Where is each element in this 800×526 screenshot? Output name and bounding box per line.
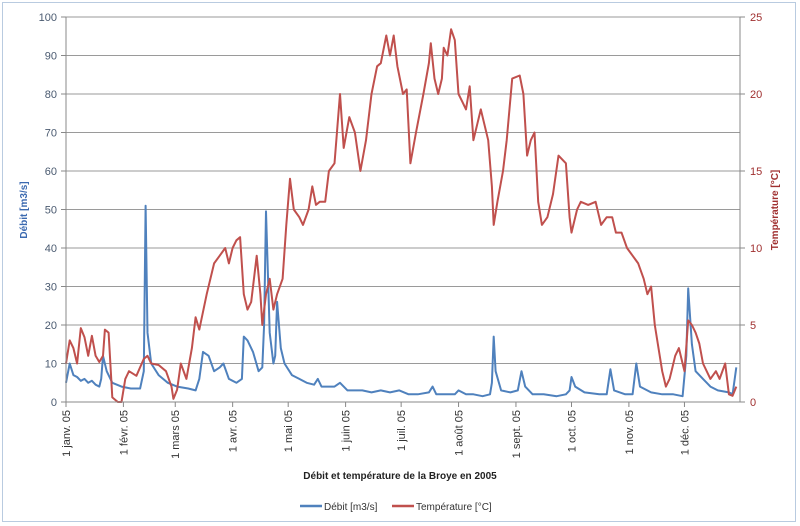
left-tick-label: 60 [45,166,57,178]
left-axis-title: Débit [m3/s] [19,181,30,238]
left-axis-ticks: 0 10 20 30 40 50 60 70 80 90 100 [39,12,66,409]
left-tick-label: 100 [39,12,57,24]
x-tick-label: 1 oct. 05 [567,410,579,452]
right-tick-label: 10 [750,243,762,255]
x-tick-label: 1 août 05 [454,410,466,456]
right-tick-label: 15 [750,166,762,178]
right-axis-title: Température [°C] [770,170,781,251]
legend: Débit [m3/s] Température [°C] [300,502,492,513]
left-tick-label: 70 [45,128,57,140]
right-tick-label: 25 [750,12,762,24]
left-tick-label: 0 [51,397,57,409]
x-tick-label: 1 juin 05 [341,410,353,452]
right-tick-label: 0 [750,397,756,409]
x-tick-label: 1 juil. 05 [396,410,408,451]
x-axis-ticks: 1 janv. 05 1 févr. 05 1 mars 05 1 avr. 05 1 … [61,402,691,459]
right-axis-ticks: 0 5 10 15 20 25 [740,12,762,409]
x-tick-label: 1 nov. 05 [624,410,636,454]
chart-title: Débit et température de la Broye en 2005 [303,471,497,482]
right-tick-label: 20 [750,89,762,101]
left-tick-label: 20 [45,320,57,332]
gridlines [66,16,740,364]
x-tick-label: 1 mars 05 [170,410,182,459]
x-tick-label: 1 févr. 05 [118,410,130,455]
series-line-debit [65,204,738,398]
left-tick-label: 40 [45,243,57,255]
x-tick-label: 1 mai 05 [283,410,295,452]
x-tick-label: 1 avr. 05 [228,410,240,452]
x-tick-label: 1 janv. 05 [61,410,73,457]
left-tick-label: 80 [45,89,57,101]
x-tick-label: 1 déc. 05 [679,410,691,455]
left-tick-label: 30 [45,282,57,294]
legend-label-temperature: Température [°C] [416,502,492,513]
left-tick-label: 10 [45,359,57,371]
legend-label-debit: Débit [m3/s] [324,502,378,513]
left-tick-label: 50 [45,205,57,217]
left-tick-label: 90 [45,51,57,63]
series-line-temperature [65,28,738,403]
right-tick-label: 5 [750,320,756,332]
series-lines [65,28,738,403]
x-tick-label: 1 sept. 05 [511,410,523,458]
